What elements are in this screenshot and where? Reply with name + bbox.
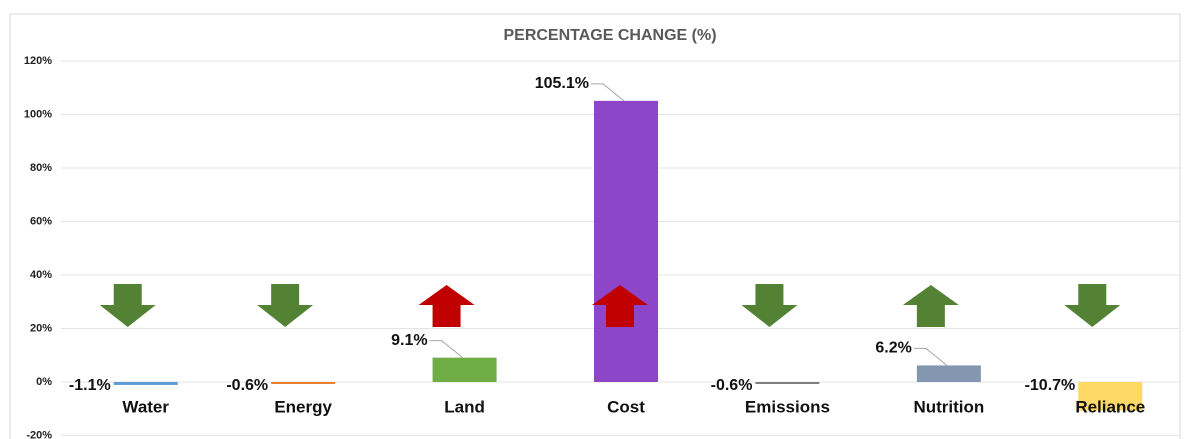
y-tick-label: -20% [26,429,52,439]
bar [755,382,820,384]
direction-arrows [99,284,1121,327]
value-label: 105.1% [535,75,589,92]
chart-title: PERCENTAGE CHANGE (%) [503,27,716,44]
leader-line [913,347,948,366]
chart-frame [9,13,1181,439]
x-tick-label: Cost [607,397,645,416]
x-tick-label: Water [122,397,169,416]
y-tick-label: 60% [30,215,52,227]
value-label: 9.1% [391,332,427,349]
arrow-down [257,284,314,327]
arrow-up [592,285,648,327]
x-tick-label: Reliance [1075,397,1145,416]
y-tick-label: 40% [30,269,52,281]
y-tick-label: 120% [24,55,52,67]
value-label: -0.6% [711,377,753,394]
leader-line [429,340,463,359]
leader-line [591,83,625,102]
value-label: -0.6% [226,377,268,394]
arrow-up [902,285,959,327]
x-tick-label: Emissions [745,397,830,416]
y-tick-label: 100% [24,108,52,120]
bar [594,100,658,383]
value-label: 6.2% [875,340,911,357]
y-tick-label: 20% [30,322,52,334]
y-tick-label: 0% [36,376,52,388]
value-label: -1.1% [69,377,111,394]
bar [1078,382,1143,411]
bar [916,365,981,382]
y-tick-label: 80% [30,162,52,174]
arrow-down [1064,284,1121,327]
x-tick-label: Land [444,397,485,416]
x-tick-label: Nutrition [913,397,984,416]
bar [113,382,178,385]
bar [271,382,336,384]
value-label: -10.7% [1025,377,1076,394]
x-tick-label: Energy [274,397,332,416]
arrow-down [99,284,156,327]
arrow-down [741,284,798,327]
arrow-up [418,285,475,327]
bar [432,357,497,382]
